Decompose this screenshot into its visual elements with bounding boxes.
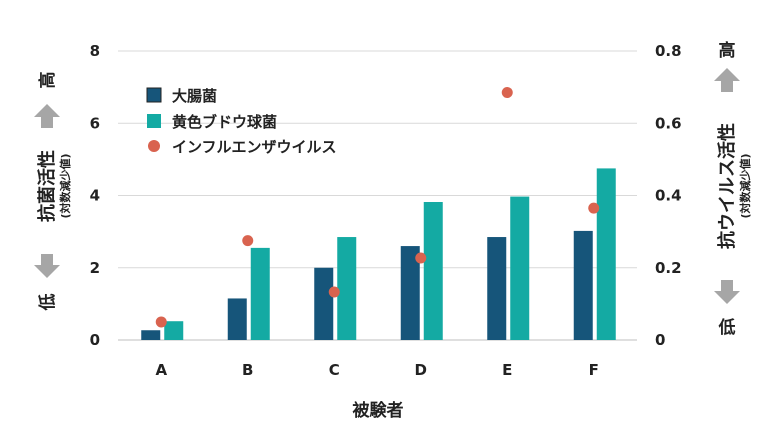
bar-s-aureus xyxy=(337,237,357,340)
right-tick-label: 0.2 xyxy=(655,259,682,277)
bar-e-coli xyxy=(227,298,247,340)
left-tick-label: 0 xyxy=(90,331,100,349)
category-label: A xyxy=(155,361,167,379)
bar-e-coli xyxy=(141,330,161,340)
legend-swatch xyxy=(148,140,160,152)
legend-label: 黄色ブドウ球菌 xyxy=(172,113,277,131)
down-arrow-icon xyxy=(34,254,60,278)
bar-e-coli xyxy=(314,267,334,340)
x-axis-label: 被験者 xyxy=(353,400,404,421)
up-arrow-icon xyxy=(34,104,60,128)
left-axis-sublabel: (対数減少値) xyxy=(58,153,72,218)
right-high-label: 高 xyxy=(719,40,736,61)
left-tick-label: 6 xyxy=(90,114,100,132)
legend-swatch xyxy=(146,87,162,103)
legend-label: 大腸菌 xyxy=(172,87,217,105)
right-tick-label: 0.8 xyxy=(655,42,682,60)
influenza-point xyxy=(588,202,600,214)
left-high-label: 高 xyxy=(37,72,58,89)
up-arrow-icon xyxy=(714,68,740,92)
category-label: F xyxy=(589,361,599,379)
left-low-label: 低 xyxy=(37,294,58,312)
right-low-label: 低 xyxy=(718,317,736,338)
right-tick-label: 0 xyxy=(655,331,665,349)
left-tick-label: 2 xyxy=(90,259,100,277)
bar-s-aureus xyxy=(164,321,184,340)
influenza-point xyxy=(155,316,167,328)
influenza-point xyxy=(415,252,427,264)
right-axis-label: 抗ウイルス活性 xyxy=(716,123,738,249)
left-axis-label: 抗菌活性 xyxy=(36,150,58,222)
category-label: D xyxy=(415,361,427,379)
bar-s-aureus xyxy=(423,202,443,340)
left-tick-label: 8 xyxy=(90,42,100,60)
influenza-point xyxy=(328,286,340,298)
left-tick-label: 4 xyxy=(90,187,100,205)
bar-e-coli xyxy=(487,237,507,340)
right-tick-label: 0.4 xyxy=(655,187,682,205)
category-label: C xyxy=(329,361,340,379)
legend-swatch xyxy=(147,114,161,128)
bar-s-aureus xyxy=(510,196,530,340)
influenza-point xyxy=(501,87,513,99)
bar-e-coli xyxy=(400,246,420,340)
down-arrow-icon xyxy=(714,280,740,304)
bar-e-coli xyxy=(573,230,593,340)
category-label: B xyxy=(242,361,253,379)
influenza-point xyxy=(242,235,254,247)
bar-s-aureus xyxy=(596,168,616,340)
category-label: E xyxy=(502,361,512,379)
right-axis-sublabel: (対数減少値) xyxy=(738,153,752,218)
right-tick-label: 0.6 xyxy=(655,114,682,132)
legend-label: インフルエンザウイルス xyxy=(172,138,337,156)
bar-s-aureus xyxy=(250,247,270,340)
